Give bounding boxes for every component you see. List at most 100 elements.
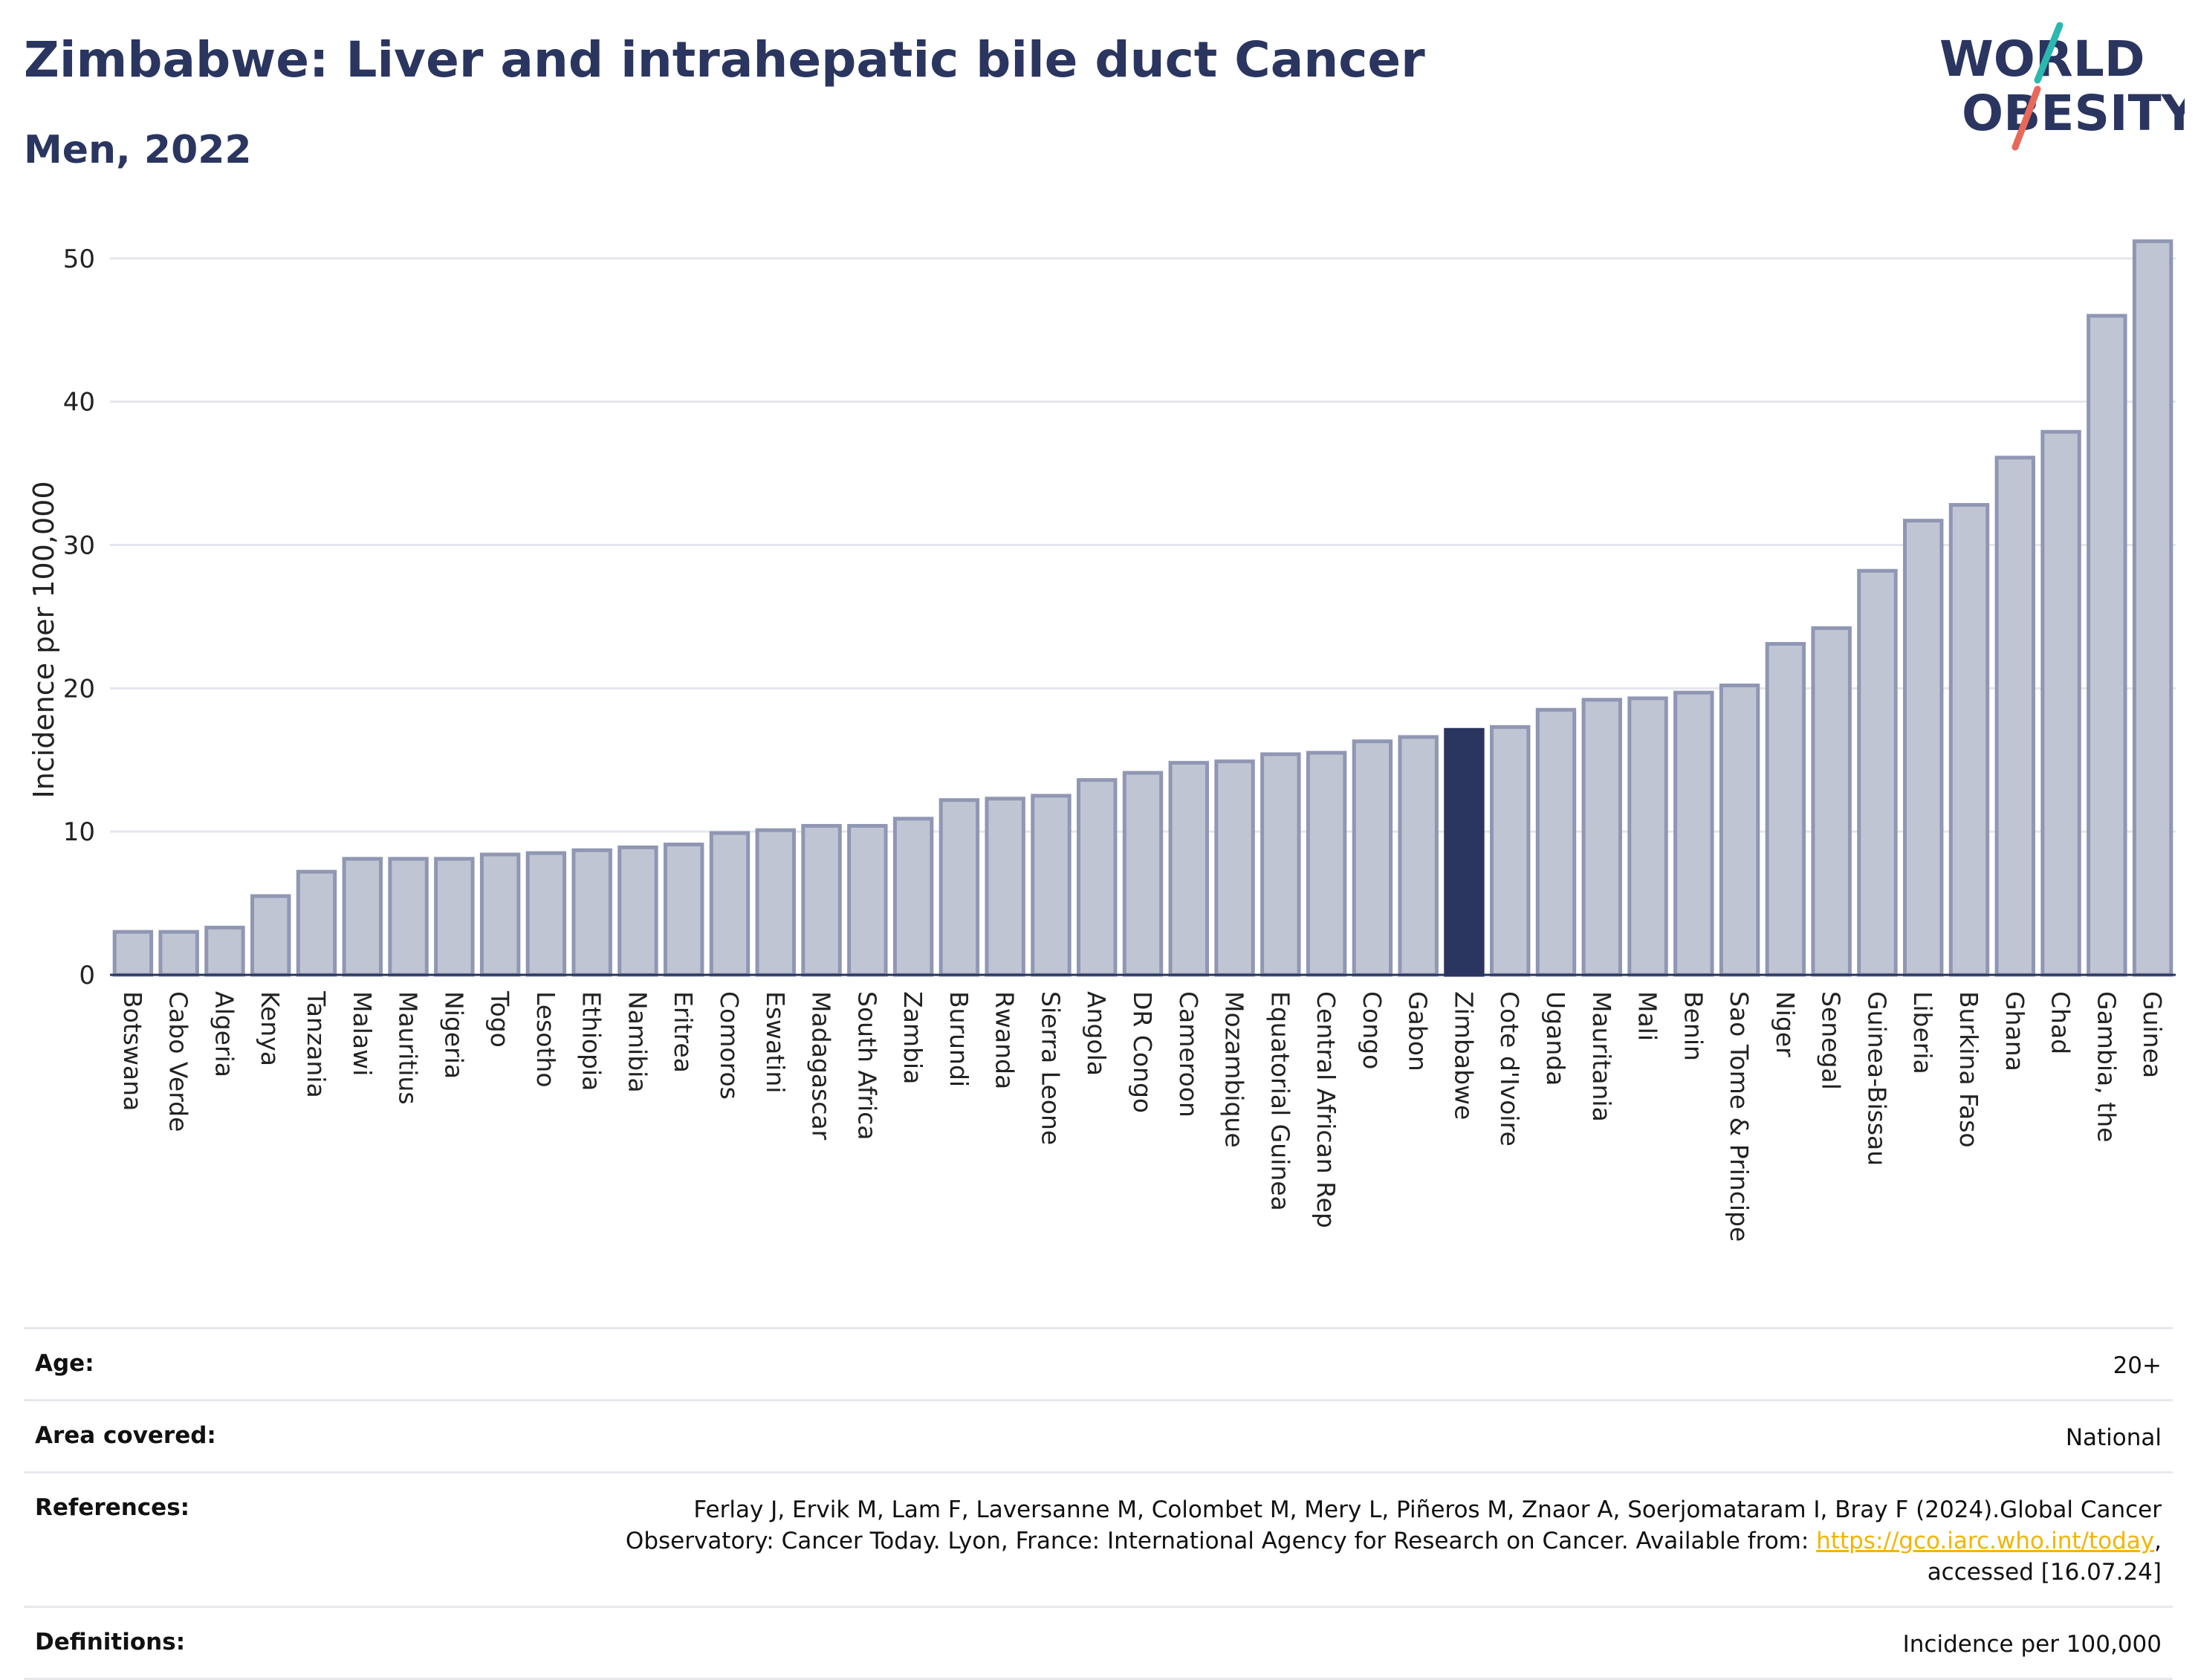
x-tick-label: Mali (1633, 991, 1662, 1041)
x-tick-label: Sao Tome & Principe (1725, 991, 1754, 1242)
logo-slash-bottom (2011, 85, 2041, 151)
x-tick-label: Burundi (944, 991, 973, 1087)
x-tick-label: Nigeria (439, 991, 468, 1079)
x-tick-label: Algeria (210, 991, 239, 1077)
x-tick-label: Benin (1679, 991, 1708, 1061)
x-tick-label: Senegal (1817, 991, 1846, 1090)
x-tick-label: Liberia (1908, 991, 1937, 1074)
references-link[interactable]: https://gco.iarc.who.int/today (1816, 1528, 2155, 1554)
x-tick-label: Eritrea (669, 991, 698, 1073)
x-tick-label: Ethiopia (577, 991, 606, 1091)
bar (1535, 707, 1577, 977)
x-tick-label: Madagascar (807, 991, 836, 1141)
bar (1627, 696, 1668, 977)
bars (112, 239, 2173, 977)
bar-chart: 0 10 20 30 40 50 Botswana Cabo Verde Algeria Ken… (27, 239, 2176, 1242)
x-tick-label: Uganda (1541, 991, 1570, 1086)
definitions-value: Incidence per 100,000 (1902, 1631, 2162, 1658)
bar (1122, 771, 1164, 977)
x-tick-label: Angola (1082, 991, 1111, 1076)
x-tick-label: Togo (485, 990, 514, 1048)
bar (2040, 429, 2081, 977)
bar (1948, 503, 1990, 977)
meta-row-area: Area covered: National (24, 1399, 2173, 1471)
x-tick-label: Comoros (715, 991, 744, 1100)
bar (2132, 239, 2173, 977)
bar (1811, 626, 1852, 977)
bar (709, 831, 751, 977)
x-tick-label: Zimbabwe (1449, 991, 1478, 1120)
meta-row-definitions: Definitions: Incidence per 100,000 (24, 1606, 2173, 1680)
x-tick-label: Zambia (898, 991, 927, 1084)
x-tick-label: Guinea (2138, 991, 2167, 1078)
x-tick-labels: Botswana Cabo Verde Algeria Kenya Tanzania Ma… (118, 990, 2167, 1242)
bar (296, 869, 337, 977)
x-tick-label: Burkina Faso (1954, 991, 1983, 1148)
bar (664, 843, 704, 977)
x-tick-label: Namibia (623, 991, 652, 1093)
bar (112, 930, 154, 977)
bar (434, 857, 475, 977)
logo-slash-top (2034, 22, 2064, 84)
y-tick-label: 30 (63, 531, 95, 561)
world-obesity-logo: WORLD OBESITY (1939, 22, 2185, 151)
x-tick-label: Congo (1358, 991, 1387, 1069)
bar (801, 823, 842, 977)
age-value: 20+ (2113, 1352, 2162, 1379)
age-label: Age: (35, 1350, 94, 1377)
x-tick-label: Equatorial Guinea (1265, 991, 1294, 1211)
references-text-3: accessed [16.07.24] (1927, 1559, 2162, 1586)
bar (1031, 794, 1072, 977)
chart-title: Zimbabwe: Liver and intrahepatic bile du… (24, 31, 1425, 88)
y-tick-label: 40 (63, 388, 95, 418)
bar (1490, 724, 1531, 977)
x-tick-label: Chad (2046, 991, 2075, 1054)
x-tick-label: Gambia, the (2092, 991, 2121, 1142)
x-tick-label: Mauritania (1587, 991, 1616, 1122)
x-tick-label: Botswana (118, 991, 147, 1111)
x-tick-label: Rwanda (991, 991, 1019, 1089)
bar (892, 817, 934, 977)
x-tick-label: Eswatini (761, 991, 790, 1093)
x-tick-label: Cameroon (1174, 991, 1203, 1118)
bar-highlight (1444, 727, 1485, 977)
x-tick-label: Central African Rep (1312, 991, 1340, 1228)
y-axis-label: Incidence per 100,000 (27, 481, 60, 798)
bar (1765, 642, 1806, 977)
bar (1260, 752, 1301, 977)
x-tick-label: Ghana (2000, 991, 2029, 1071)
logo-word-obesity: OBESITY (1962, 85, 2185, 142)
bar (1352, 739, 1393, 977)
bar (1994, 455, 2035, 977)
y-tick-label: 20 (63, 674, 95, 704)
x-tick-label: South Africa (852, 991, 881, 1141)
bar (2087, 314, 2127, 977)
bar (617, 845, 658, 977)
logo-word-world: WORLD (1939, 30, 2145, 88)
x-tick-label: Cabo Verde (164, 991, 193, 1132)
bar (1581, 698, 1622, 977)
bar (755, 828, 796, 977)
bar (847, 823, 888, 977)
chart-subtitle: Men, 2022 (24, 128, 252, 172)
bar (388, 857, 429, 977)
bar (158, 930, 199, 977)
bar (1673, 690, 1714, 977)
x-tick-label: Lesotho (531, 991, 560, 1088)
x-tick-label: Gabon (1404, 991, 1433, 1071)
references-label: References: (35, 1494, 190, 1521)
x-tick-label: DR Congo (1128, 991, 1157, 1113)
x-tick-label: Mozambique (1220, 991, 1249, 1148)
references-text-1: Ferlay J, Ervik M, Lam F, Laversanne M, … (693, 1496, 2162, 1523)
x-tick-label: Niger (1771, 991, 1800, 1057)
meta-row-age: Age: 20+ (24, 1327, 2173, 1399)
bar (1398, 735, 1439, 977)
bar (1857, 568, 1898, 977)
bar (1214, 759, 1255, 977)
bar (1306, 750, 1347, 977)
bar (204, 925, 245, 977)
bar (1903, 519, 1944, 977)
bar (479, 852, 521, 977)
area-label: Area covered: (35, 1422, 216, 1449)
metadata-table: Age: 20+ Area covered: National Referenc… (24, 1327, 2173, 1680)
